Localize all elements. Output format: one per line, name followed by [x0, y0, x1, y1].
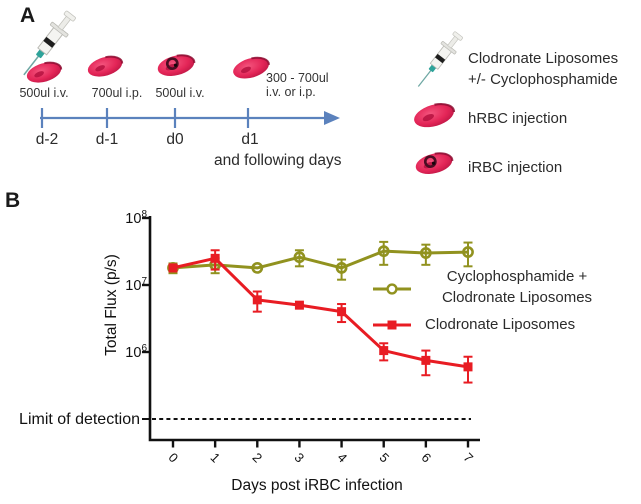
legend-a-item-label: iRBC injection: [468, 159, 563, 176]
day-label: d0: [166, 131, 184, 148]
dose-label: 700ul i.p.: [91, 86, 143, 100]
y-tick-label: 108: [125, 209, 147, 227]
legend-b-item-label: Clodronate Liposomes: [441, 289, 593, 306]
followup-note: and following days: [214, 152, 342, 169]
legend-b-item-label: Cyclophosphamide +: [446, 268, 588, 285]
y-tick-label: 107: [125, 276, 147, 294]
panel-b-label: B: [5, 189, 21, 212]
arrow-right-icon: [324, 111, 340, 125]
limit-of-detection-label: Limit of detection: [19, 411, 140, 428]
legend-b-item-label: Clodronate Liposomes: [425, 316, 576, 333]
legend-a-item-label: +/- Cyclophosphamide: [468, 71, 618, 88]
day-label: d1: [241, 131, 259, 148]
y-axis-title: Total Flux (p/s): [103, 254, 120, 356]
day-label: d-1: [95, 131, 119, 148]
x-axis-title: Days post iRBC infection: [231, 477, 403, 494]
timeline-axis: [40, 108, 340, 128]
legend-marker-clodronate: [372, 317, 412, 338]
dose-label: 500ul i.v.: [19, 86, 69, 100]
dose-label: 500ul i.v.: [155, 86, 205, 100]
dose-label: 300 - 700ul: [266, 71, 329, 85]
day-label: d-2: [35, 131, 59, 148]
panel-a-label: A: [20, 4, 36, 27]
legend-a-item-label: hRBC injection: [468, 110, 568, 127]
y-tick-label: 106: [125, 343, 147, 361]
dose-label-line2: i.v. or i.p.: [266, 85, 316, 99]
legend-a-item-label: Clodronate Liposomes: [468, 50, 619, 67]
legend-marker-cyclophosphamide: [372, 281, 412, 302]
